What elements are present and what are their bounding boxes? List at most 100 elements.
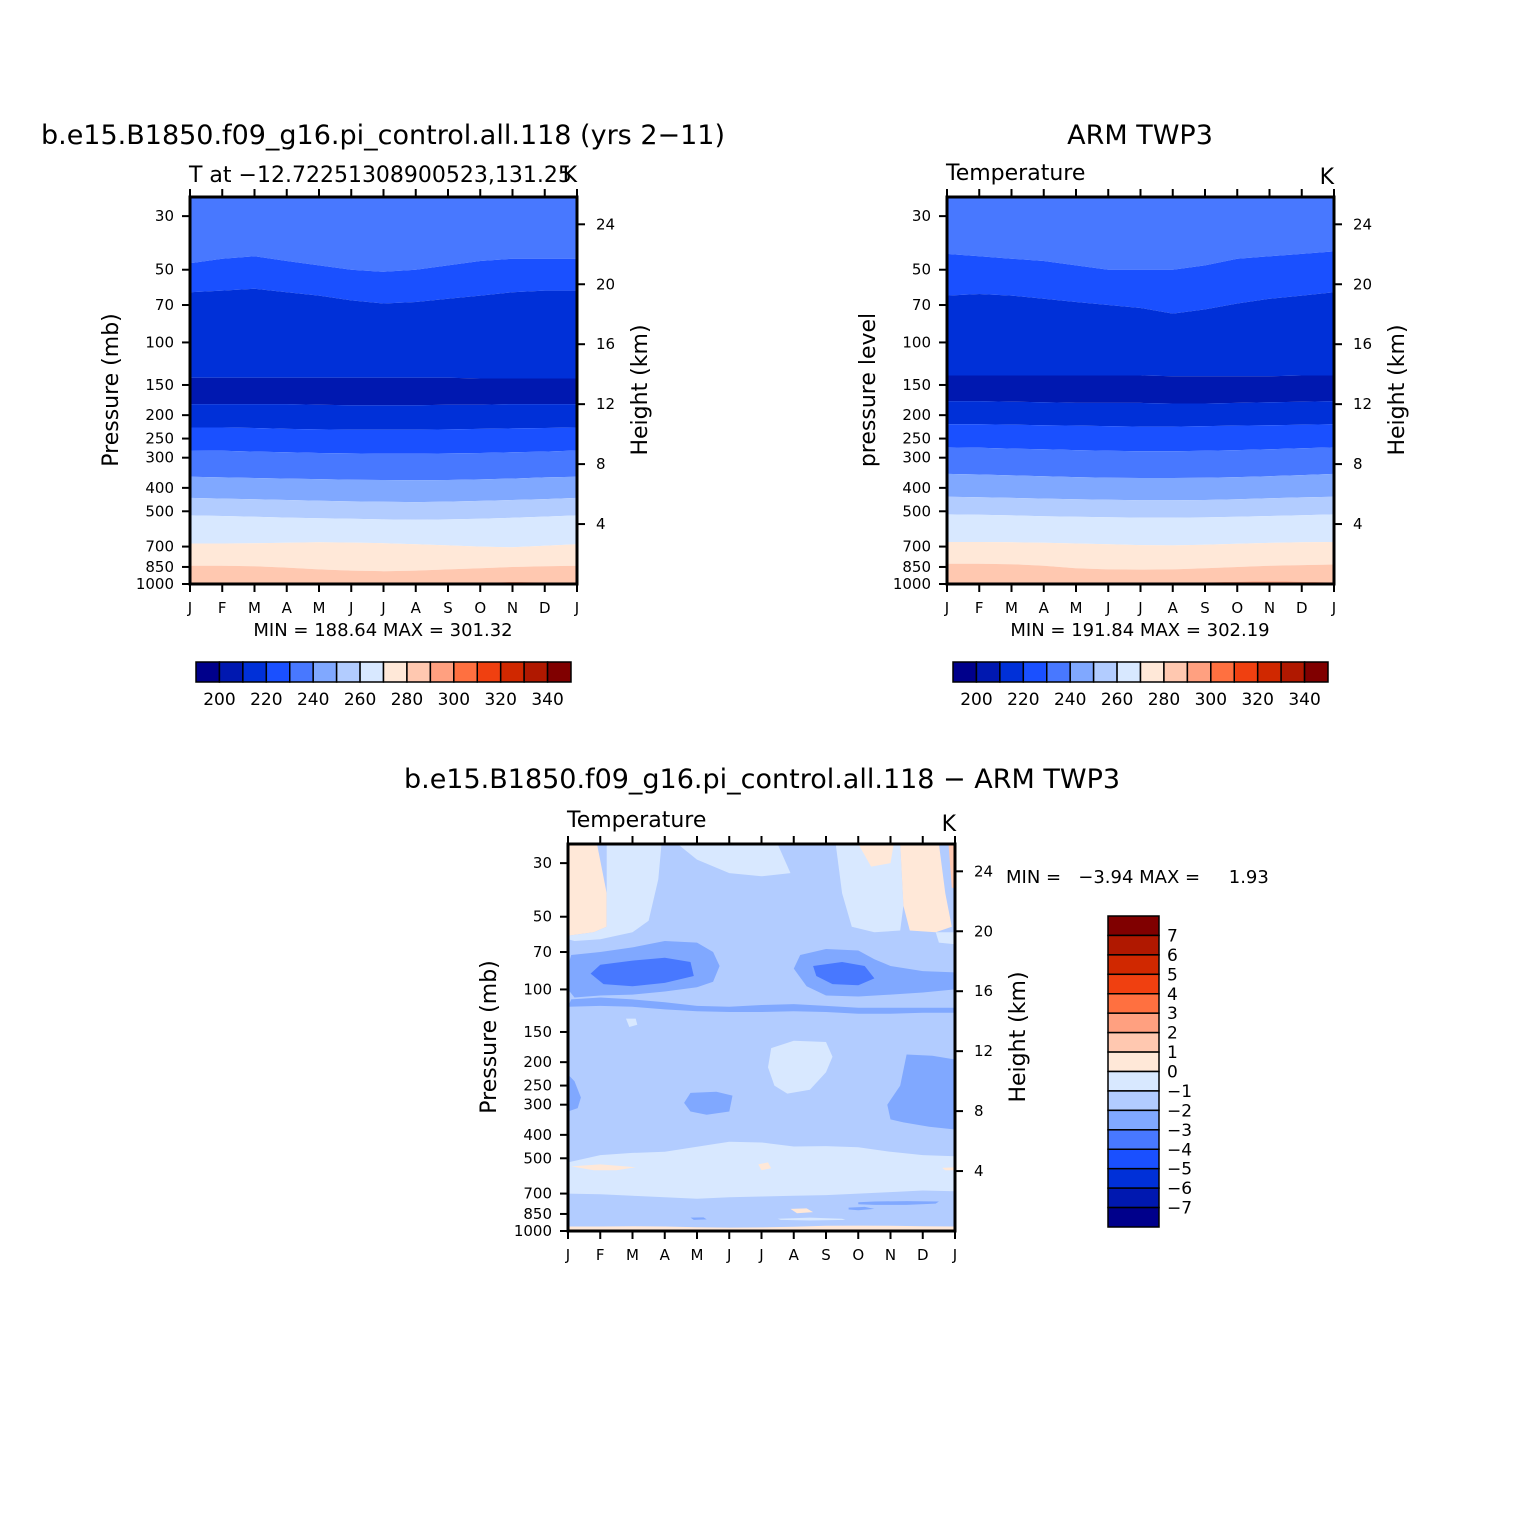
obs-height-tick-label: 4 xyxy=(1353,515,1363,533)
diff-y-tick-label: 700 xyxy=(523,1185,552,1203)
model-y-tick-label: 500 xyxy=(145,502,174,520)
model-y-tick-label: 200 xyxy=(145,406,174,424)
model-y-tick-label: 100 xyxy=(145,333,174,351)
diff-y-tick-label: 30 xyxy=(533,854,552,872)
model-x-tick-label: J xyxy=(380,599,385,617)
obs-x-tick-label: D xyxy=(1296,599,1308,617)
colorbar-box xyxy=(406,661,432,683)
colorbar-label: 240 xyxy=(297,690,329,710)
colorbar-box xyxy=(975,661,1001,683)
model-contour-band xyxy=(190,197,577,272)
model-x-tick-label: M xyxy=(248,599,261,617)
colorbar-label: 320 xyxy=(484,690,516,710)
model-height-tick-label: 20 xyxy=(596,275,615,293)
colorbar-label: 220 xyxy=(1007,690,1039,710)
obs-x-tick-label: M xyxy=(1005,599,1018,617)
diff-x-tick-label: M xyxy=(626,1246,639,1264)
diff-height-tick-label: 24 xyxy=(974,862,993,880)
obs-height-tick-label: 8 xyxy=(1353,455,1363,473)
model-right-axis-label: Height (km) xyxy=(628,324,653,455)
model-x-tick-label: J xyxy=(348,599,353,617)
obs-height-tick-label: 24 xyxy=(1353,215,1372,233)
colorbar-box xyxy=(359,661,385,683)
colorbar-box xyxy=(476,661,502,683)
obs-x-tick-label: J xyxy=(1331,599,1336,617)
diff-contour-region xyxy=(858,1201,939,1205)
diff-x-tick-label: N xyxy=(885,1246,896,1264)
diff-x-tick-label: J xyxy=(952,1246,957,1264)
model-x-tick-label: J xyxy=(574,599,579,617)
obs-temperature-panel: ARM TWP3 Temperature K J F M A M J J A S O N D J 30 50… xyxy=(856,120,1410,710)
diff-y-tick-label: 200 xyxy=(523,1053,552,1071)
obs-x-tick-label: A xyxy=(1039,599,1050,617)
diff-y-axis-label: Pressure (mb) xyxy=(477,960,502,1114)
model-height-tick-label: 4 xyxy=(596,515,606,533)
diff-contour-region xyxy=(690,1217,707,1220)
obs-x-tick-label: J xyxy=(1137,599,1142,617)
obs-x-tick-label: N xyxy=(1264,599,1275,617)
colorbar-label: 3 xyxy=(1167,1004,1178,1024)
obs-height-tick-label: 16 xyxy=(1353,335,1372,353)
model-contour-field xyxy=(190,197,577,584)
model-panel-units: K xyxy=(563,163,578,188)
colorbar-box xyxy=(523,661,549,683)
colorbar-label: −1 xyxy=(1167,1082,1192,1102)
colorbar-box xyxy=(1107,934,1160,956)
model-contour-band xyxy=(190,515,577,548)
colorbar-label: 4 xyxy=(1167,985,1178,1005)
diff-y-tick-label: 70 xyxy=(533,943,552,961)
colorbar-box xyxy=(265,661,291,683)
colorbar-box xyxy=(1139,661,1165,683)
colorbar-box xyxy=(242,661,268,683)
diff-x-tick-label: S xyxy=(821,1246,831,1264)
obs-y-axis-label: pressure level xyxy=(856,313,881,467)
diff-contour-region xyxy=(768,1040,833,1094)
model-y-tick-label: 50 xyxy=(155,261,174,279)
model-height-tick-label: 24 xyxy=(596,215,615,233)
colorbar-box xyxy=(1107,1090,1160,1112)
model-y-tick-label: 250 xyxy=(145,430,174,448)
colorbar-box xyxy=(1186,661,1212,683)
colorbar-label: −5 xyxy=(1167,1160,1192,1180)
colorbar-box xyxy=(312,661,338,683)
obs-y-tick-label: 150 xyxy=(902,376,931,394)
colorbar-label: 260 xyxy=(344,690,376,710)
model-temperature-panel: b.e15.B1850.f09_g16.pi_control.all.118 (… xyxy=(41,120,725,710)
diff-x-tick-label: A xyxy=(660,1246,671,1264)
model-x-tick-label: A xyxy=(282,599,293,617)
colorbar-label: 0 xyxy=(1167,1063,1178,1083)
obs-x-tick-label: S xyxy=(1200,599,1210,617)
colorbar-label: 1 xyxy=(1167,1043,1178,1063)
obs-y-tick-label: 250 xyxy=(902,430,931,448)
colorbar-box xyxy=(499,661,525,683)
colorbar-label: 6 xyxy=(1167,946,1178,966)
diff-contour-region xyxy=(568,844,662,941)
diff-contour-region xyxy=(626,1018,638,1027)
model-contour-band xyxy=(190,288,577,379)
colorbar-box xyxy=(1107,1109,1160,1131)
obs-y-tick-label: 50 xyxy=(912,261,931,279)
model-height-tick-label: 8 xyxy=(596,455,606,473)
diff-contour-region xyxy=(793,949,955,997)
model-y-axis-label: Pressure (mb) xyxy=(99,313,124,467)
obs-y-tick-label: 1000 xyxy=(893,575,931,593)
diff-contour-field xyxy=(568,844,955,1231)
colorbar-label: 7 xyxy=(1167,926,1178,946)
obs-y-tick-label: 70 xyxy=(912,296,931,314)
diff-panel-units: K xyxy=(942,812,957,837)
obs-y-tick-label: 30 xyxy=(912,207,931,225)
obs-y-tick-label: 100 xyxy=(902,333,931,351)
model-colorbar: 200 220 240 260 280 300 320 340 xyxy=(195,661,572,710)
colorbar-box xyxy=(952,661,978,683)
colorbar-box xyxy=(382,661,408,683)
colorbar-box xyxy=(289,661,314,683)
colorbar-box xyxy=(1107,1129,1160,1150)
obs-contour-band xyxy=(947,292,1334,377)
colorbar-box xyxy=(1107,1167,1160,1189)
colorbar-label: 280 xyxy=(1148,690,1180,710)
obs-contour-band xyxy=(947,542,1334,570)
diff-y-tick-label: 100 xyxy=(523,980,552,998)
